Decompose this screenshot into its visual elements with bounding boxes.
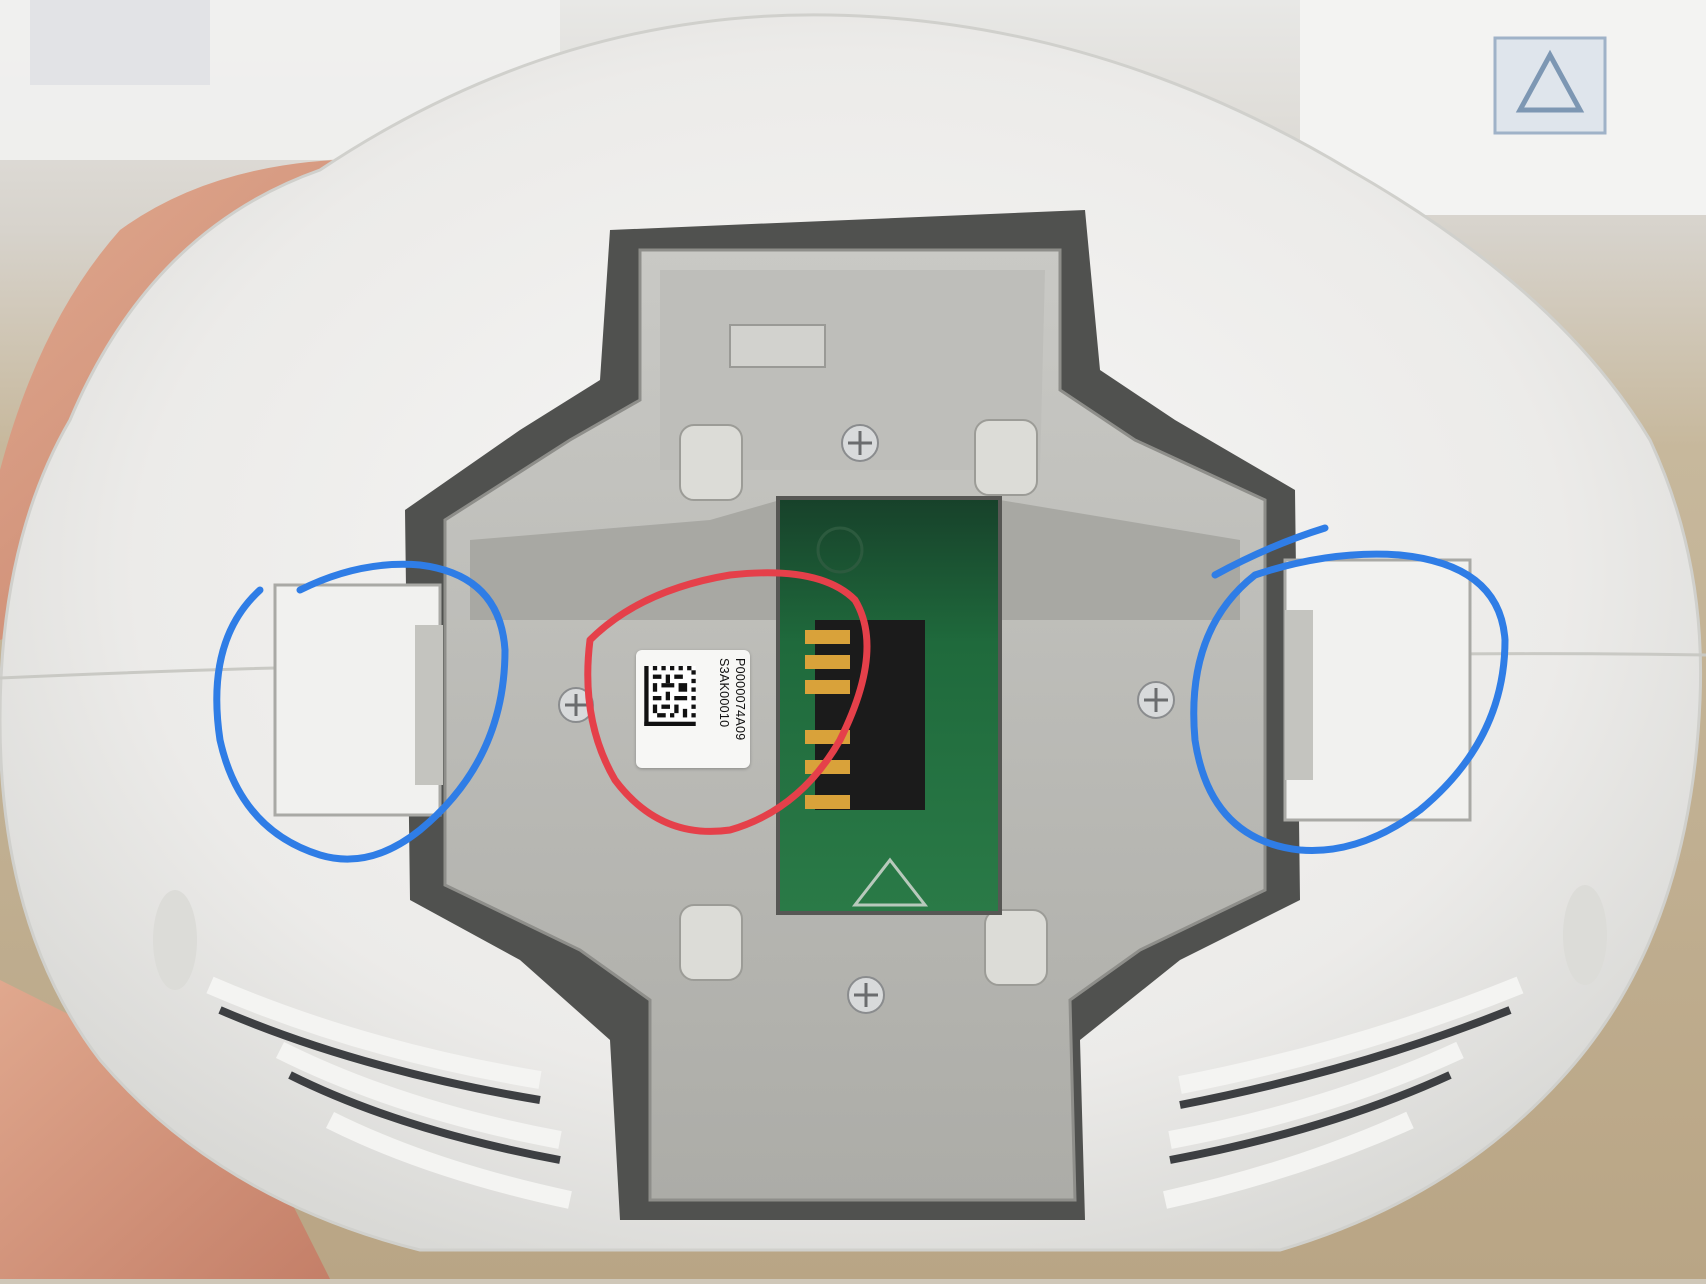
vents-left xyxy=(206,976,572,1209)
left-latch-circle xyxy=(213,560,509,863)
label-text: P0000074A09 S3AK00010 xyxy=(648,658,748,758)
serial-label: P0000074A09 S3AK00010 xyxy=(636,650,750,768)
housing-slot-left xyxy=(153,890,197,990)
vents-right-shadow xyxy=(1169,1006,1512,1164)
housing-slot-right xyxy=(1563,885,1607,985)
vents-left-shadow xyxy=(218,1006,561,1164)
warning-triangle-icon xyxy=(1515,49,1585,113)
bracket-left-wall xyxy=(470,500,780,620)
label-line-1: P0000074A09 xyxy=(733,658,747,741)
standoffs xyxy=(679,419,1048,986)
bracket-right-wall xyxy=(1000,500,1240,620)
left-latch xyxy=(273,583,443,817)
gold-pins xyxy=(805,630,850,809)
hand-bottom xyxy=(0,980,330,1279)
background-sign-left xyxy=(30,0,210,85)
vents-right xyxy=(1163,976,1524,1209)
label-connector-circle xyxy=(584,569,871,835)
pcb-silkscreen-mark xyxy=(816,526,864,574)
right-latch-circle xyxy=(1190,524,1509,854)
bracket-tab xyxy=(729,324,826,368)
screws xyxy=(558,424,1175,1014)
label-line-2: S3AK00010 xyxy=(717,658,731,728)
right-latch xyxy=(1283,558,1472,822)
datamatrix-code-icon xyxy=(644,666,696,726)
bracket-top-wall xyxy=(660,270,1045,470)
esd-symbol-icon xyxy=(851,857,929,907)
